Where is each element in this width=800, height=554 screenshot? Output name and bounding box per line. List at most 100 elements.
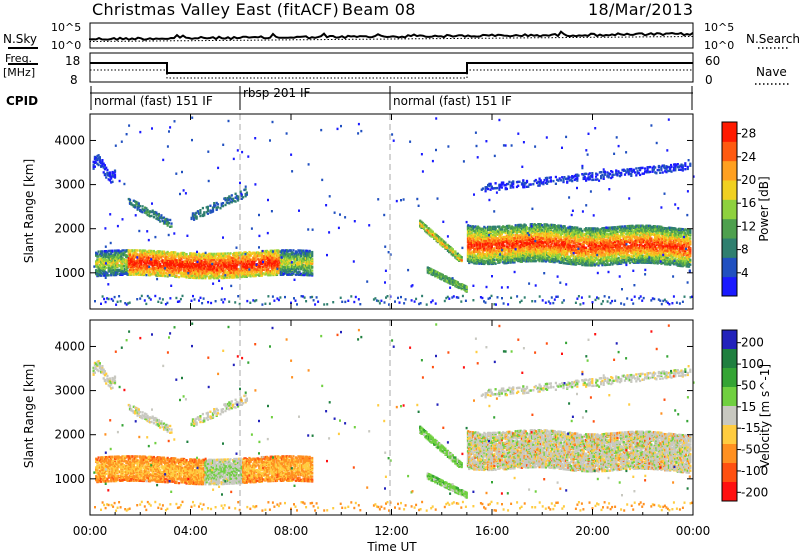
power-cell	[152, 249, 155, 253]
power-cell	[172, 256, 176, 259]
power-cell	[106, 255, 109, 259]
power-cell	[142, 261, 145, 264]
power-cell	[205, 267, 208, 270]
power-cell	[260, 261, 263, 265]
power-cell	[277, 262, 280, 266]
power-cell	[259, 273, 262, 276]
power-cell	[253, 254, 256, 257]
power-cell	[145, 266, 148, 269]
power-cell	[252, 256, 255, 259]
power-cell	[497, 253, 500, 257]
power-cell	[161, 250, 164, 253]
power-cell	[257, 273, 260, 276]
noise-right-tick-high: 10^5	[704, 21, 734, 34]
power-cell	[226, 252, 230, 255]
power-cell	[117, 255, 120, 258]
power-cell	[308, 249, 311, 253]
power-cell	[479, 242, 482, 245]
power-cell	[116, 272, 119, 276]
power-cell	[171, 273, 174, 276]
power-cell	[237, 255, 240, 258]
power-cell	[137, 255, 140, 258]
power-cell	[263, 267, 266, 270]
power-cell	[145, 269, 148, 273]
power-cell	[219, 256, 222, 259]
power-cell	[277, 269, 280, 273]
power-cell	[216, 256, 220, 259]
power-cell	[218, 268, 221, 271]
power-cell	[162, 267, 166, 270]
power-cell	[490, 226, 493, 230]
power-cell	[270, 265, 274, 268]
power-cell	[226, 270, 230, 274]
power-cell	[160, 269, 163, 273]
power-cell	[97, 258, 100, 261]
power-cell	[250, 263, 253, 266]
power-cell	[144, 264, 147, 267]
noise-left-tick-low: 10^0	[51, 39, 81, 52]
power-cell	[262, 272, 265, 275]
power-cell	[284, 256, 287, 259]
power-cell	[307, 256, 310, 259]
power-cell	[106, 272, 109, 275]
power-cell	[479, 233, 482, 236]
power-cell	[225, 262, 228, 265]
power-cell	[253, 263, 256, 266]
power-cell	[170, 255, 173, 258]
power-cell	[95, 269, 98, 272]
power-cell	[145, 252, 148, 255]
power-cell	[131, 253, 134, 256]
power-cell	[253, 257, 256, 260]
power-cell	[294, 250, 297, 253]
power-cell	[152, 259, 155, 262]
power-cell	[167, 254, 171, 258]
power-cell	[287, 273, 290, 276]
power-cell	[504, 252, 507, 255]
power-cell	[165, 261, 168, 264]
power-cell	[252, 269, 255, 272]
power-cell	[218, 266, 221, 269]
power-cell	[466, 247, 470, 250]
power-cell	[489, 225, 492, 229]
power-cell	[490, 248, 493, 251]
power-cell	[494, 231, 497, 234]
power-cell	[476, 247, 480, 251]
power-cell	[499, 238, 502, 241]
power-cell	[159, 250, 162, 253]
power-cell	[470, 241, 473, 244]
power-cell	[273, 254, 276, 257]
power-cell	[487, 259, 490, 263]
power-cell	[488, 252, 491, 255]
power-cell	[214, 254, 217, 257]
power-cell	[469, 226, 472, 230]
power-cell	[493, 232, 496, 235]
power-cell	[502, 240, 505, 244]
power-cell	[221, 254, 225, 257]
power-cell	[247, 255, 250, 259]
power-cell	[254, 256, 257, 259]
power-cell	[470, 226, 473, 229]
power-cell	[254, 271, 257, 275]
power-cell	[102, 264, 105, 268]
power-cell	[283, 254, 286, 257]
power-cell	[503, 240, 506, 243]
power-cell	[297, 249, 300, 252]
power-cell	[265, 249, 269, 253]
power-cell	[469, 252, 472, 255]
power-cell	[169, 263, 172, 266]
power-cell	[245, 266, 248, 269]
power-cell	[275, 260, 279, 263]
power-cell	[116, 253, 119, 256]
power-cell	[309, 258, 312, 261]
power-cell	[270, 262, 274, 265]
power-cell	[262, 265, 265, 268]
power-cell	[189, 274, 192, 277]
power-cell	[121, 249, 124, 252]
power-cell	[487, 237, 490, 240]
power-cell	[206, 256, 209, 259]
power-cell	[116, 249, 119, 252]
power-cell	[234, 264, 237, 267]
power-cell	[128, 265, 132, 269]
power-cell	[311, 272, 314, 275]
power-cell	[250, 265, 253, 268]
